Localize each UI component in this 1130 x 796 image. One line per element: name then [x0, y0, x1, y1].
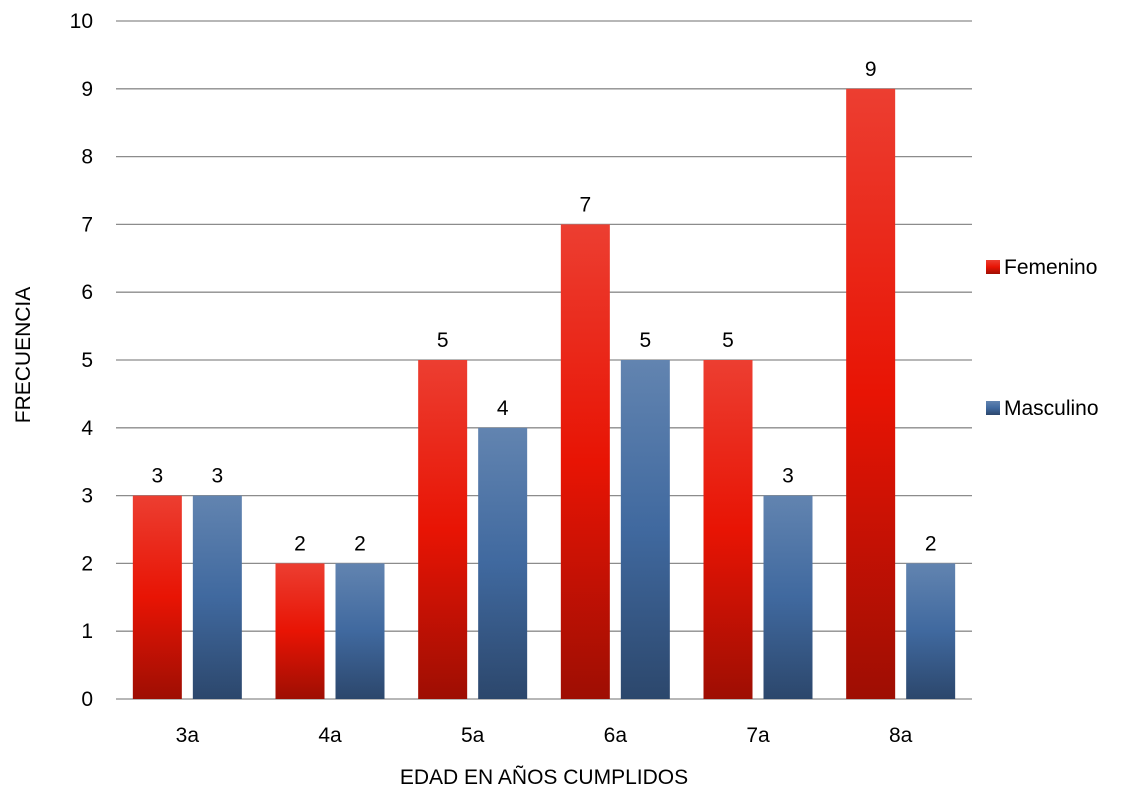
legend-swatch-femenino	[986, 260, 1000, 274]
bar-masculino-7a	[764, 496, 813, 699]
bar-femenino-7a	[704, 360, 753, 699]
bars	[133, 89, 955, 699]
x-tick-label: 5a	[461, 724, 485, 747]
data-label: 5	[722, 329, 734, 352]
y-tick-label: 4	[81, 417, 93, 440]
y-tick-label: 5	[81, 349, 93, 372]
bar-femenino-3a	[133, 496, 182, 699]
x-axis-title: EDAD EN AÑOS CUMPLIDOS	[400, 765, 688, 789]
y-axis-title: FRECUENCIA	[12, 287, 35, 424]
data-labels: 3 3 2 2 5 4 7 5 5 3 9 2	[151, 58, 936, 556]
y-tick-label: 2	[81, 552, 93, 575]
y-tick-label: 0	[81, 688, 93, 711]
y-tick-label: 8	[81, 146, 93, 169]
y-tick-label: 10	[70, 10, 93, 33]
legend-label-masculino: Masculino	[1004, 397, 1099, 420]
data-label: 2	[354, 532, 366, 555]
bar-femenino-6a	[561, 224, 610, 699]
data-label: 5	[639, 329, 651, 352]
bar-femenino-8a	[846, 89, 895, 699]
bar-masculino-8a	[906, 563, 955, 699]
bar-femenino-5a	[418, 360, 467, 699]
x-tick-label: 6a	[604, 724, 628, 747]
bar-masculino-5a	[478, 428, 527, 699]
data-label: 2	[925, 532, 937, 555]
gridlines	[116, 21, 972, 699]
legend: Femenino Masculino	[986, 256, 1099, 420]
bar-femenino-4a	[276, 563, 325, 699]
data-label: 5	[437, 329, 449, 352]
data-label: 2	[294, 532, 306, 555]
legend-swatch-masculino	[986, 401, 1000, 415]
data-label: 3	[151, 465, 163, 488]
x-tick-label: 3a	[176, 724, 200, 747]
bar-masculino-6a	[621, 360, 670, 699]
data-label: 3	[211, 465, 223, 488]
data-label: 4	[497, 397, 509, 420]
y-tick-label: 7	[81, 213, 93, 236]
y-tick-label: 6	[81, 281, 93, 304]
data-label: 7	[579, 193, 591, 216]
bar-masculino-4a	[336, 563, 385, 699]
data-label: 3	[782, 465, 794, 488]
y-tick-label: 3	[81, 485, 93, 508]
y-tick-label: 9	[81, 78, 93, 101]
data-label: 9	[865, 58, 877, 81]
x-tick-label: 8a	[889, 724, 913, 747]
bar-masculino-3a	[193, 496, 242, 699]
y-tick-label: 1	[81, 620, 93, 643]
x-tick-label: 4a	[318, 724, 342, 747]
legend-label-femenino: Femenino	[1004, 256, 1097, 279]
x-tick-label: 7a	[746, 724, 770, 747]
